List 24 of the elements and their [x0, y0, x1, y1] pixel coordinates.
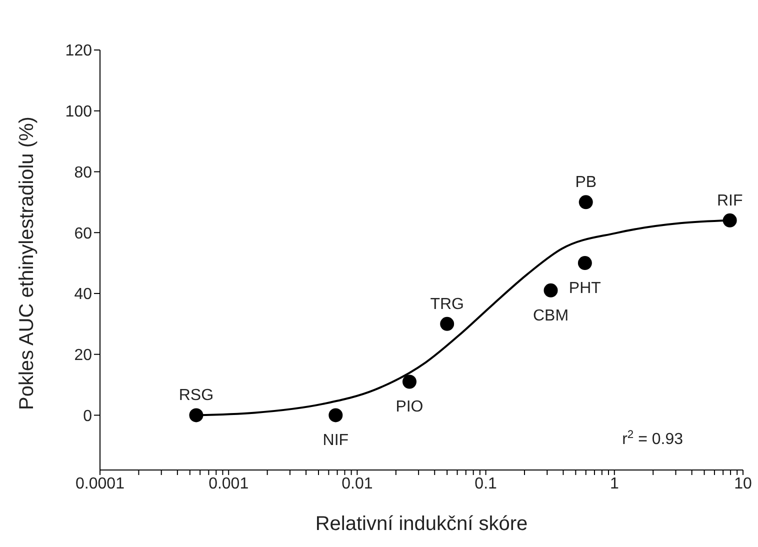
x-tick-label: 0.01 [342, 475, 373, 492]
annotation: PIO [396, 398, 424, 416]
x-tick-label: 1 [610, 475, 619, 492]
x-tick-label: 0.001 [208, 475, 249, 492]
annotation: NIF [322, 432, 349, 450]
y-tick-label: 100 [65, 104, 92, 121]
annotation: PHT [568, 280, 602, 298]
annotation: r$^{2}$ = 0.93 [622, 429, 684, 448]
annotation: RSG [178, 387, 214, 404]
y-tick-label: 20 [74, 347, 92, 364]
y-tick-label: 120 [65, 42, 92, 60]
y-tick-label: 40 [74, 286, 92, 304]
annotation: TRG [430, 296, 464, 313]
annotation: RIF [716, 192, 743, 210]
y-tick-label: 80 [74, 164, 92, 182]
x-axis-title: Relativní indukční skóre [315, 513, 528, 535]
annotation: CBM [532, 307, 569, 324]
x-tick-label: 10 [734, 475, 752, 492]
y-axis-title: Pokles AUC ethinylestradiolu (%) [16, 116, 38, 410]
y-tick-label: 60 [74, 225, 92, 242]
x-tick-label: 0.0001 [76, 475, 125, 492]
y-tick-label: 0 [83, 408, 92, 425]
annotation: PB [575, 174, 597, 192]
x-tick-label: 0.1 [474, 475, 498, 492]
